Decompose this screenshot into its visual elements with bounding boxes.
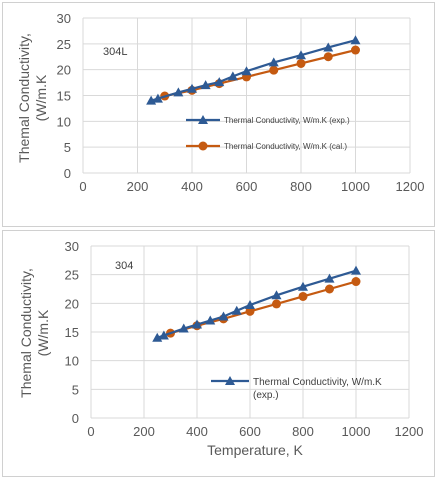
- x-tick-label: 600: [236, 179, 258, 194]
- legend-label: Thermal Conductivity, W/m.K: [253, 377, 382, 388]
- y-tick-label: 25: [65, 268, 79, 283]
- y-tick-label: 15: [57, 89, 71, 104]
- chart-panel-304: 0 200 400 600 800 1000 1200 0 5 10 15 20 25 30 Themal …: [2, 230, 435, 477]
- triangle-marker: [323, 42, 334, 52]
- circle-marker: [325, 284, 334, 294]
- y-tick-label: 5: [64, 140, 71, 155]
- triangle-marker: [218, 311, 229, 321]
- x-axis-label: Temperature, K: [207, 442, 303, 458]
- y-tick-label: 20: [57, 63, 71, 78]
- chart-304-svg: 0 200 400 600 800 1000 1200 0 5 10 15 20 25 30 Themal …: [18, 239, 424, 458]
- circle-marker: [351, 277, 361, 287]
- y-tick-label: 10: [57, 114, 71, 129]
- triangle-marker: [324, 273, 335, 283]
- material-annotation: 304: [115, 260, 133, 272]
- x-tick-label: 400: [181, 179, 203, 194]
- triangle-marker: [158, 330, 169, 340]
- y-tick-label: 30: [65, 239, 79, 254]
- x-tick-label: 1200: [396, 179, 425, 194]
- x-tick-label: 800: [292, 424, 314, 439]
- y-tick-label: 25: [57, 37, 71, 52]
- y-tick-label: 30: [57, 11, 71, 26]
- y-axis-label: Themal Conductivity,(W/m.K: [18, 268, 51, 398]
- series-line: [164, 48, 356, 98]
- circle-marker: [198, 141, 208, 151]
- x-tick-label: 800: [290, 179, 312, 194]
- triangle-marker: [296, 50, 306, 60]
- x-tick-label: 0: [79, 179, 86, 194]
- circle-marker: [296, 58, 306, 68]
- chart-panel-304L: 0 200 400 600 800 1000 1200 0 5 10 15 20 25 30 Themal …: [2, 2, 435, 227]
- triangle-marker: [178, 323, 189, 333]
- triangle-marker: [227, 71, 238, 81]
- x-tick-label: 400: [186, 424, 208, 439]
- triangle-marker: [268, 57, 279, 67]
- y-tick-label: 0: [72, 411, 79, 426]
- triangle-marker: [173, 87, 184, 97]
- x-tick-label: 200: [133, 424, 155, 439]
- legend-label: Thermal Conductivity, W/m.K (exp.): [224, 116, 350, 125]
- y-tick-label: 5: [72, 382, 79, 397]
- x-tick-label: 1200: [395, 424, 424, 439]
- circle-marker: [272, 299, 281, 309]
- triangle-marker: [205, 315, 216, 325]
- x-tick-label: 200: [127, 179, 149, 194]
- material-annotation: 304L: [103, 46, 127, 58]
- triangle-marker: [192, 319, 202, 329]
- y-tick-label: 10: [65, 354, 79, 369]
- triangle-marker: [241, 66, 252, 76]
- legend-label: (exp.): [253, 390, 279, 401]
- series-line: [150, 39, 356, 102]
- triangle-marker: [152, 332, 163, 342]
- circle-marker: [323, 52, 333, 62]
- x-tick-label: 1000: [342, 424, 371, 439]
- circle-marker: [298, 291, 308, 301]
- y-axis-label: Themal Conductivity,(W/m.K: [16, 33, 49, 163]
- x-tick-label: 1000: [341, 179, 370, 194]
- y-tick-label: 15: [65, 325, 79, 340]
- triangle-marker: [225, 376, 235, 385]
- triangle-marker: [350, 35, 361, 45]
- triangle-marker: [198, 115, 208, 124]
- circle-marker: [351, 45, 360, 55]
- triangle-marker: [187, 83, 197, 93]
- circle-marker: [269, 65, 279, 75]
- triangle-marker: [152, 93, 163, 103]
- y-tick-label: 20: [65, 296, 79, 311]
- x-tick-label: 600: [239, 424, 261, 439]
- x-tick-label: 0: [87, 424, 94, 439]
- series-line: [170, 280, 357, 335]
- y-tick-label: 0: [64, 166, 71, 181]
- triangle-marker: [231, 305, 242, 315]
- triangle-marker: [214, 77, 225, 87]
- legend-label: Thermal Conductivity, W/m.K (cal.): [224, 142, 347, 151]
- triangle-marker: [245, 300, 255, 310]
- triangle-marker: [271, 290, 282, 300]
- chart-304L-svg: 0 200 400 600 800 1000 1200 0 5 10 15 20 25 30 Themal …: [16, 11, 425, 194]
- circle-marker: [245, 306, 255, 316]
- triangle-marker: [351, 265, 361, 275]
- triangle-marker: [298, 281, 308, 291]
- triangle-marker: [200, 80, 211, 90]
